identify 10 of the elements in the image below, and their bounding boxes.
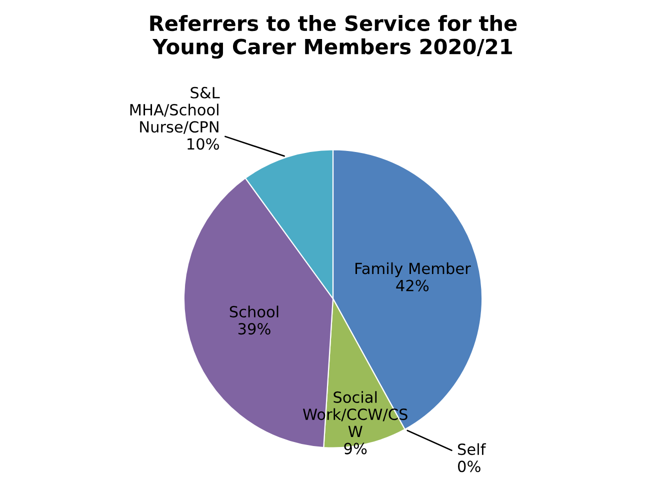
text: 0% (458, 460, 480, 472)
legend-label: Self (458, 443, 486, 456)
chart-title: Referrers to the Service for the Young Carer Members 2020/21 (150, 15, 517, 59)
data-label: 42% (396, 280, 429, 292)
data-label: 10% (188, 138, 219, 150)
slice-label: S&L MHA/School Nurse/CPN (130, 86, 220, 134)
data-label: 9% (344, 442, 367, 454)
data-label: 39% (238, 323, 270, 335)
slice-label: Family Member (355, 262, 471, 278)
slice-label: School (230, 306, 278, 318)
